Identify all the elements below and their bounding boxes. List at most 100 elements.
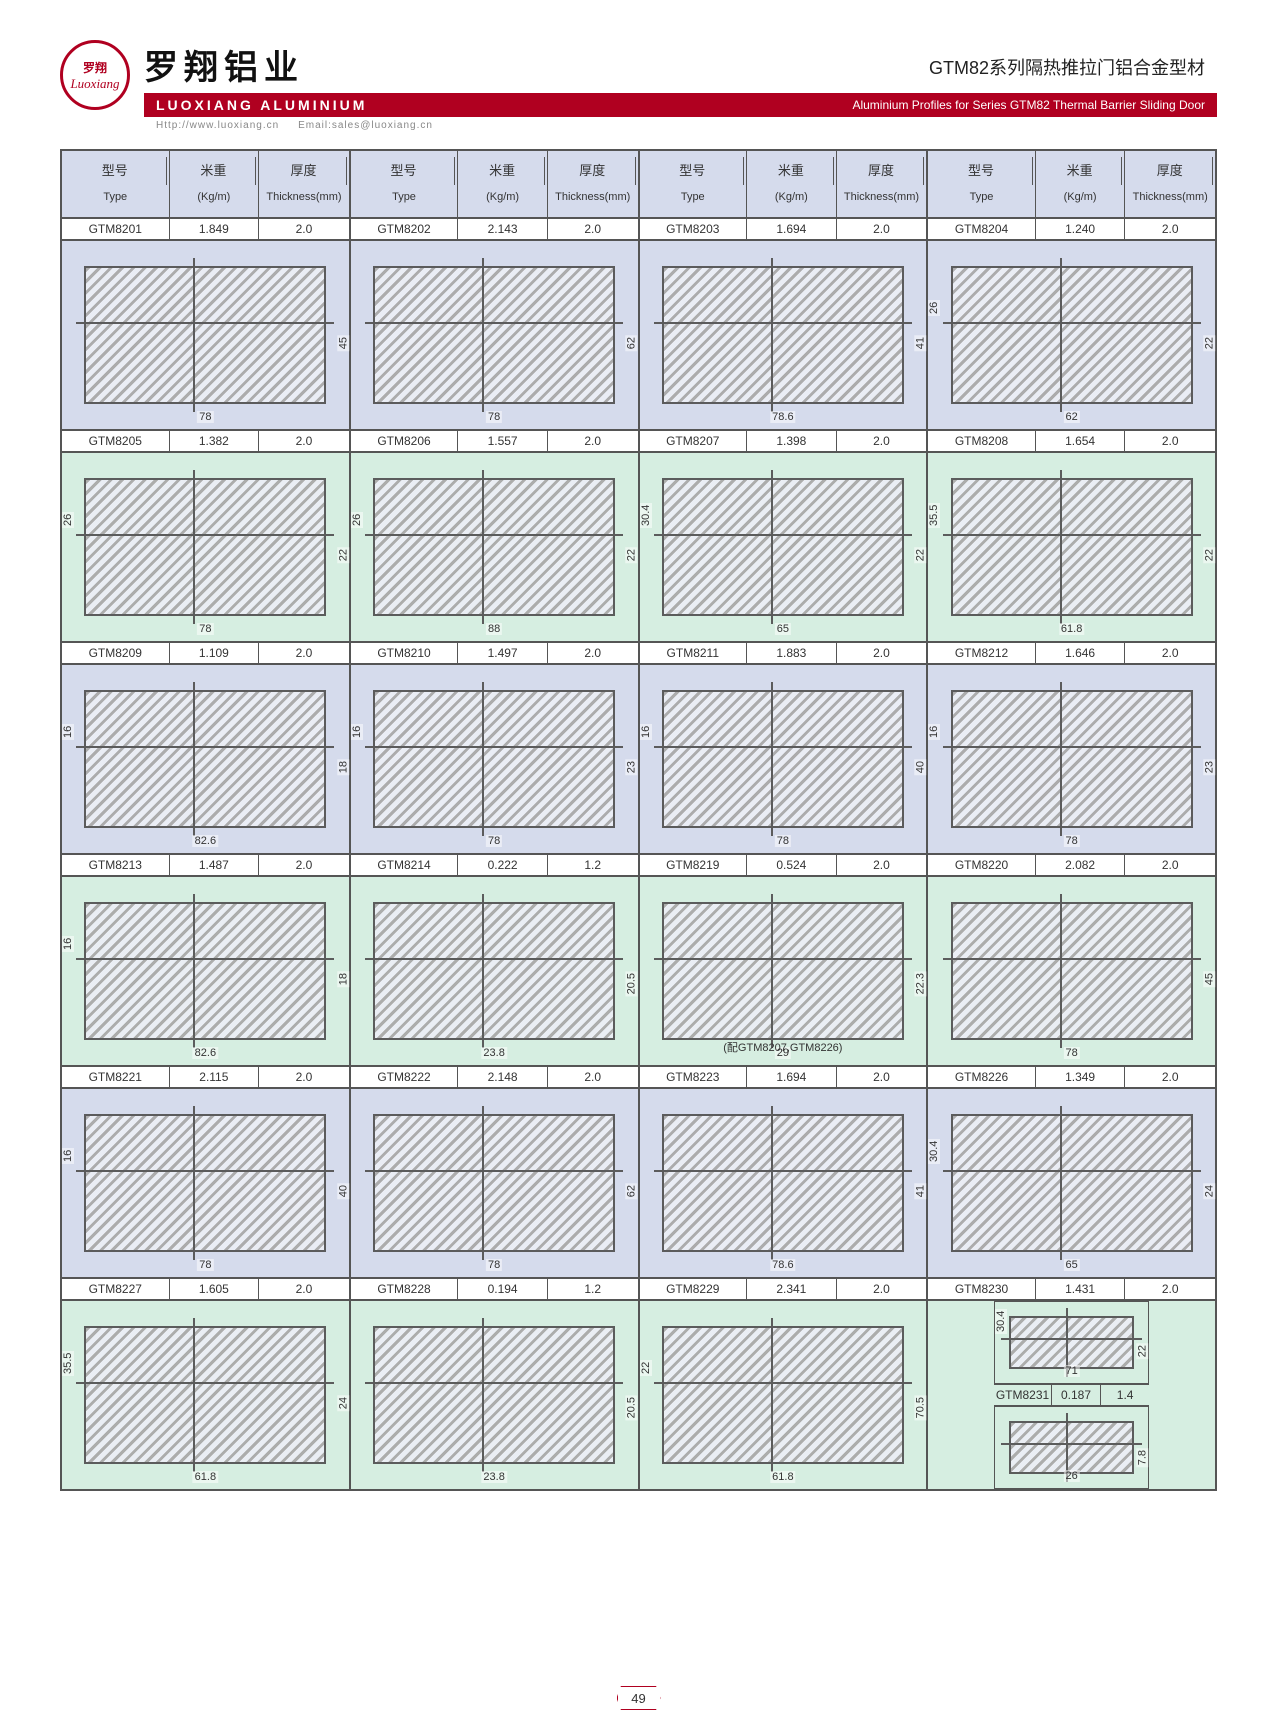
spec-row: GTM82231.6942.0 (639, 1066, 928, 1088)
cell-type: GTM8230 (928, 1279, 1036, 1299)
dim-width: 65 (775, 623, 791, 635)
brand-name-en: LUOXIANG ALUMINIUM (156, 97, 367, 113)
profile-diagram: 784016 (61, 1088, 350, 1278)
dim-height: 40 (337, 1183, 349, 1199)
spec-row: GTM82081.6542.0 (927, 430, 1216, 452)
cell-type: GTM8222 (351, 1067, 459, 1087)
cell-kgm: 0.194 (458, 1279, 548, 1299)
dim-width: 61.8 (770, 1471, 795, 1483)
cell-type: GTM8219 (640, 855, 748, 875)
profile-diagram: 61.82235.5 (927, 452, 1216, 642)
dim-height2: 30.4 (995, 1309, 1007, 1334)
profile-shape (662, 690, 904, 827)
dim-height: 22 (626, 547, 638, 563)
cell-thk: 2.0 (259, 431, 349, 451)
dim-height2: 16 (640, 724, 652, 740)
dim-height: 22.3 (914, 971, 926, 996)
dim-width: 82.6 (193, 1047, 218, 1059)
profile-diagram: 78.641 (639, 1088, 928, 1278)
series-title-en: Aluminium Profiles for Series GTM82 Ther… (852, 98, 1205, 112)
hdr-type: 型号Type (640, 151, 748, 217)
dim-width: 78 (1064, 1047, 1080, 1059)
dim-height: 40 (914, 759, 926, 775)
dim-height2: 22 (640, 1360, 652, 1376)
cell-kgm: 1.382 (170, 431, 260, 451)
hdr-thk: 厚度Thickness(mm) (548, 151, 638, 217)
spec-row: GTM82261.3492.0 (927, 1066, 1216, 1088)
cell-type: GTM8205 (62, 431, 170, 451)
profile-diagram: 7845 (927, 876, 1216, 1066)
dim-width: 88 (486, 623, 502, 635)
cell-type: GTM8231 (994, 1385, 1052, 1405)
hdr-type: 型号Type (351, 151, 459, 217)
profile-diagram: 712230.4 (994, 1301, 1150, 1384)
profile-shape (373, 1114, 615, 1251)
profile-diagram: 7862 (350, 1088, 639, 1278)
cell-type: GTM8228 (351, 1279, 459, 1299)
cell-thk: 2.0 (837, 855, 927, 875)
spec-row: GTM82131.4872.0 (61, 854, 350, 876)
dim-height: 70.5 (914, 1395, 926, 1420)
cell-kgm: 1.349 (1036, 1067, 1126, 1087)
dim-height: 23 (1203, 759, 1215, 775)
dim-width: 23.8 (481, 1047, 506, 1059)
cell-type: GTM8214 (351, 855, 459, 875)
dim-height2: 16 (928, 724, 940, 740)
dim-width: 65 (1064, 1259, 1080, 1271)
dim-width: 61.8 (1059, 623, 1084, 635)
cell-thk: 2.0 (1125, 1067, 1215, 1087)
dim-height2: 26 (62, 512, 74, 528)
cell-type: GTM8206 (351, 431, 459, 451)
dim-height: 22 (1203, 547, 1215, 563)
cell-kgm: 1.654 (1036, 431, 1126, 451)
cell-kgm: 1.883 (747, 643, 837, 663)
profile-diagram: 61.8 70.5 22 (639, 1300, 928, 1490)
spec-row: GTM82212.1152.0 (61, 1066, 350, 1088)
profile-shape (662, 266, 904, 403)
dim-width: 78 (486, 1259, 502, 1271)
profile-shape (84, 1326, 326, 1463)
spec-row: GTM82121.6462.0 (927, 642, 1216, 664)
profile-shape (951, 1114, 1193, 1251)
diagram-note: (配GTM8207,GTM8226) (723, 1039, 842, 1055)
cell-thk: 2.0 (548, 219, 638, 239)
dim-height: 41 (914, 335, 926, 351)
profile-shape (662, 478, 904, 615)
profile-shape (1009, 1316, 1134, 1370)
logo-en: Luoxiang (70, 76, 119, 92)
cell-thk: 2.0 (259, 1279, 349, 1299)
profile-diagram: 2922.3(配GTM8207,GTM8226) (639, 876, 928, 1066)
contact-line: Http://www.luoxiang.cn Email:sales@luoxi… (144, 117, 1217, 131)
profile-diagram: 82.61816 (61, 876, 350, 1066)
profile-shape (84, 690, 326, 827)
dim-width: 23.8 (481, 1471, 506, 1483)
dim-width: 62 (1064, 411, 1080, 423)
cell-thk: 2.0 (837, 1067, 927, 1087)
spec-row: GTM82071.3982.0 (639, 430, 928, 452)
profile-shape (373, 1326, 615, 1463)
profile-diagram: 78 23 16 (927, 664, 1216, 854)
cell-thk: 1.4 (1101, 1385, 1150, 1405)
cell-kgm: 1.109 (170, 643, 260, 663)
dim-width: 26 (1063, 1470, 1079, 1482)
profile-shape (1009, 1421, 1134, 1475)
cell-kgm: 2.148 (458, 1067, 548, 1087)
dim-height: 45 (337, 335, 349, 351)
hdr-kgm: 米重(Kg/m) (170, 151, 260, 217)
dim-width: 78 (1064, 835, 1080, 847)
cell-kgm: 0.222 (458, 855, 548, 875)
cell-thk: 2.0 (1125, 431, 1215, 451)
cell-kgm: 1.694 (747, 1067, 837, 1087)
dim-height: 24 (1203, 1183, 1215, 1199)
dim-height: 62 (626, 335, 638, 351)
dim-width: 78 (775, 835, 791, 847)
spec-row: GTM82280.1941.2 (350, 1278, 639, 1300)
cell-thk: 2.0 (259, 1067, 349, 1087)
cell-thk: 2.0 (548, 643, 638, 663)
profile-shape (84, 478, 326, 615)
profile-diagram: 652430.4 (927, 1088, 1216, 1278)
email: Email:sales@luoxiang.cn (298, 120, 433, 131)
spec-row: GTM82310.1871.4 (994, 1384, 1150, 1406)
cell-type: GTM8201 (62, 219, 170, 239)
profile-diagram: 882226 (350, 452, 639, 642)
